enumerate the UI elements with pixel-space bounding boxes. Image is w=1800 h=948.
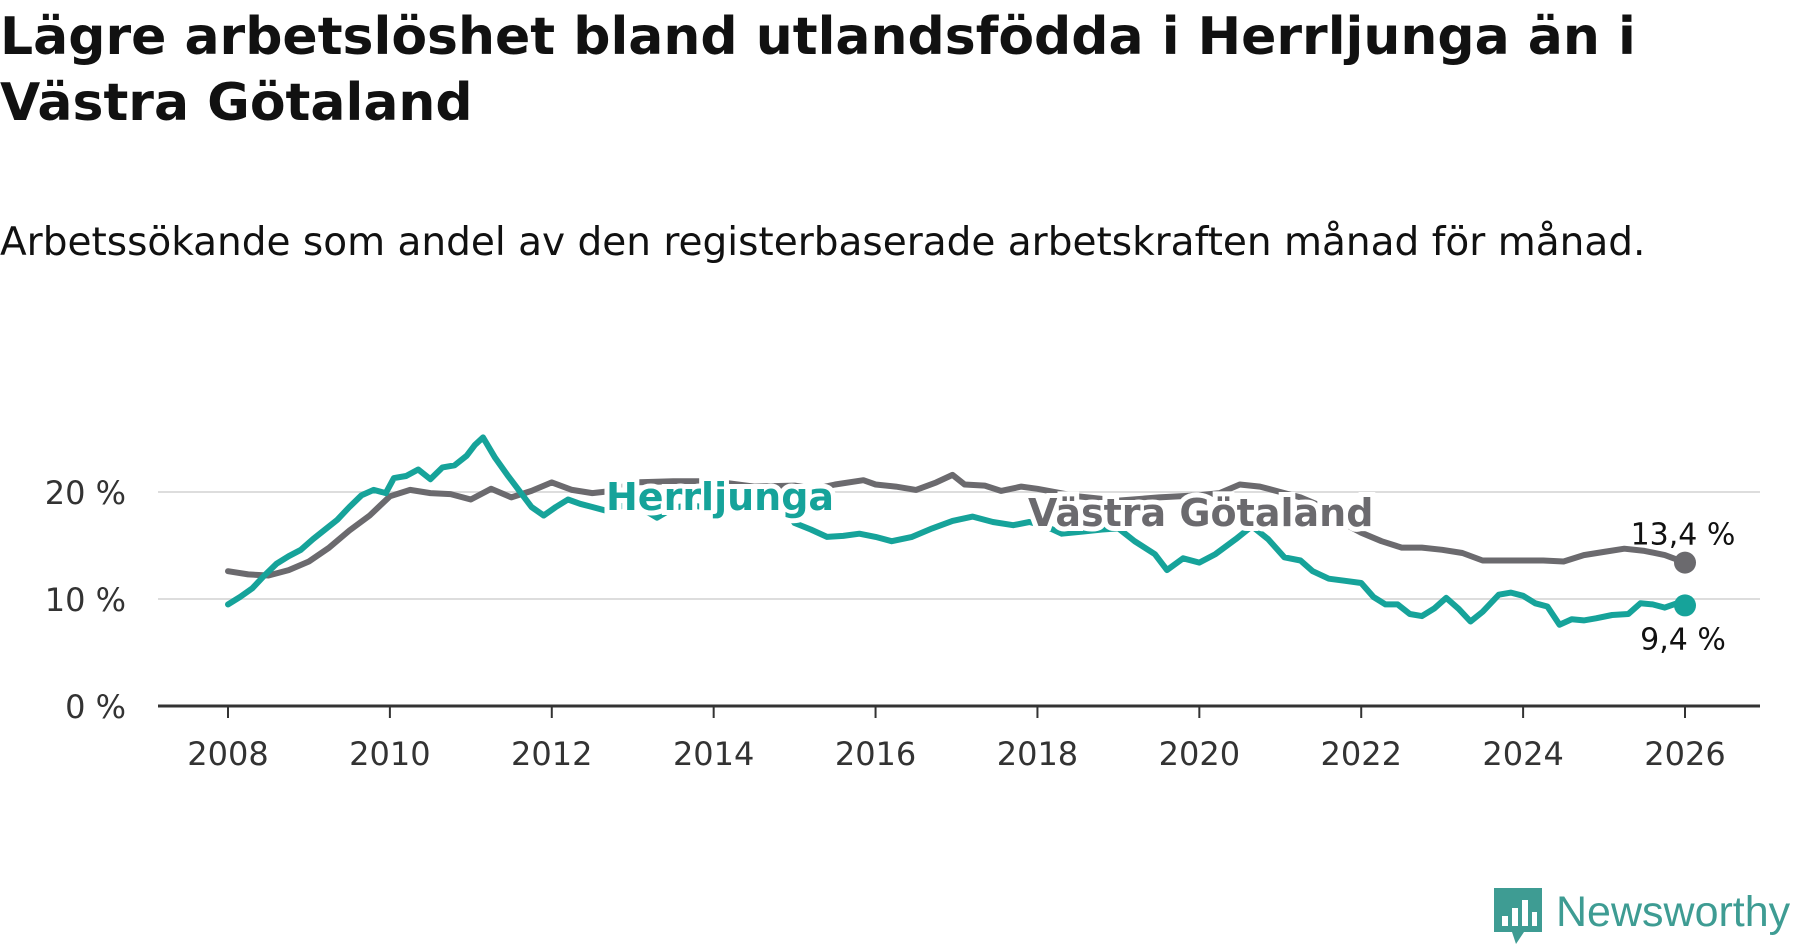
x-tick-label: 2024	[1482, 735, 1563, 773]
x-tick-label: 2014	[673, 735, 754, 773]
logo-text: Newsworthy	[1556, 888, 1791, 936]
x-tick-label: 2018	[997, 735, 1078, 773]
x-tick-label: 2026	[1644, 735, 1725, 773]
end-marker	[1674, 594, 1696, 617]
chart-subtitle: Arbetssökande som andel av den registerb…	[0, 220, 1646, 265]
x-tick-label: 2022	[1321, 735, 1402, 773]
y-tick-label: 10 %	[45, 581, 126, 619]
vastra-gotaland-line	[225, 471, 1688, 579]
line-chart: 0 % 10 % 20 % 2008 2010 2012 2014 2016 2018 2020…	[45, 434, 1760, 773]
end-value-label: 9,4 %	[1640, 622, 1726, 657]
x-axis-ticks: 2008 2010 2012 2014 2016 2018 2020 2022 2024 2026	[187, 706, 1726, 773]
herrljunga-line	[225, 434, 1688, 628]
chart-title: Lägre arbetslöshet bland utlandsfödda i …	[0, 7, 1636, 133]
y-tick-label: 20 %	[45, 474, 126, 512]
newsworthy-logo: Newsworthy	[1490, 886, 1792, 946]
gridlines	[158, 491, 1760, 600]
x-tick-label: 2020	[1159, 735, 1240, 773]
x-tick-label: 2016	[835, 735, 916, 773]
end-marker	[1674, 551, 1696, 574]
x-tick-label: 2010	[349, 735, 430, 773]
end-markers: 13,4 % 9,4 %	[1631, 518, 1736, 658]
y-axis-ticks: 0 % 10 % 20 %	[45, 474, 126, 726]
vastra-gotaland-series-label: Västra Götaland	[1028, 491, 1373, 535]
series-labels: Herrljunga Västra Götaland	[601, 470, 1378, 540]
series-lines	[225, 434, 1688, 628]
bar-chart-speech-icon	[1494, 888, 1542, 944]
x-tick-label: 2012	[511, 735, 592, 773]
herrljunga-series-label: Herrljunga	[606, 475, 834, 519]
y-tick-label: 0 %	[65, 688, 126, 726]
x-tick-label: 2008	[187, 735, 268, 773]
end-value-label: 13,4 %	[1631, 518, 1736, 553]
